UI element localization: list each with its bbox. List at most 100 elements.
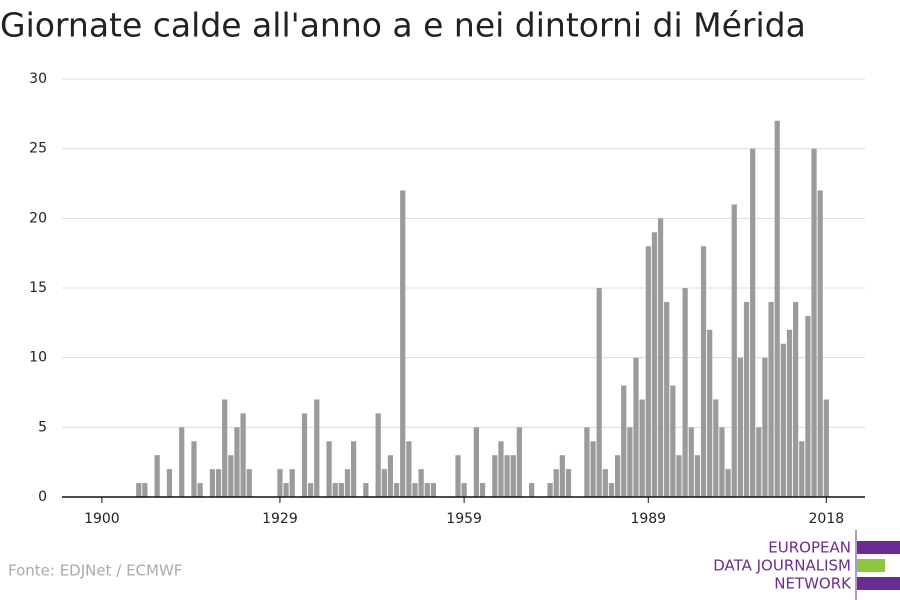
bar: [234, 427, 240, 497]
x-tick-label: 1959: [446, 511, 482, 527]
bar: [688, 427, 694, 497]
bar: [424, 483, 430, 497]
chart-title: Giornate calde all'anno a e nei dintorni…: [0, 6, 806, 45]
bar: [406, 441, 412, 497]
bar: [209, 469, 216, 497]
bar: [633, 357, 639, 497]
bar: [387, 455, 394, 497]
bar: [529, 483, 535, 497]
bar: [762, 357, 768, 497]
bar: [786, 329, 793, 497]
bar: [780, 343, 786, 497]
bar: [375, 413, 381, 497]
bar: [418, 469, 424, 497]
bar: [400, 190, 406, 497]
bar: [676, 455, 682, 497]
source: Fonte: EDJNet / ECMWF: [8, 562, 182, 580]
bar: [639, 399, 645, 497]
bar: [823, 399, 829, 497]
bar: [498, 441, 504, 497]
bar: [590, 441, 596, 497]
bar: [602, 469, 608, 497]
y-tick-label: 15: [29, 280, 47, 296]
bar: [326, 441, 332, 497]
bar: [627, 427, 633, 497]
bar: [228, 455, 234, 497]
bar: [510, 455, 516, 497]
bar: [694, 455, 701, 497]
bar: [289, 469, 295, 497]
bar: [338, 483, 344, 497]
y-tick-label: 10: [29, 350, 47, 366]
bar: [308, 483, 314, 497]
bar: [743, 301, 750, 497]
bar: [412, 483, 418, 497]
bar: [516, 427, 522, 497]
bar: [393, 483, 400, 497]
bar: [301, 413, 308, 497]
bar: [344, 469, 351, 497]
bar: [142, 483, 148, 497]
bar: [504, 455, 510, 497]
bar: [430, 483, 437, 497]
bar: [215, 469, 222, 497]
x-tick-label: 1900: [84, 511, 120, 527]
bar: [608, 483, 615, 497]
y-tick-label: 30: [29, 71, 47, 87]
bar: [246, 469, 252, 497]
y-tick-label: 20: [29, 210, 47, 226]
x-tick-label: 1929: [262, 511, 298, 527]
bar: [682, 288, 688, 497]
bar: [166, 469, 173, 497]
bar: [768, 301, 774, 497]
bar: [799, 441, 805, 497]
logo-bar: [857, 541, 900, 554]
bar: [492, 455, 498, 497]
bar: [750, 148, 756, 497]
bar: [805, 315, 811, 497]
x-tick-label: 1989: [630, 511, 666, 527]
bar: [565, 469, 572, 497]
bar: [645, 246, 651, 497]
logo-bar: [857, 577, 900, 590]
logo-bar: [857, 559, 885, 572]
bar: [381, 469, 387, 497]
bar: [817, 190, 823, 497]
bar: [191, 441, 197, 497]
bar: [547, 483, 553, 497]
bar: [363, 483, 369, 497]
bar: [553, 469, 559, 497]
bar: [332, 483, 338, 497]
bar: [657, 218, 664, 498]
bar: [731, 204, 737, 497]
bar: [670, 385, 676, 497]
logo-text: DATA JOURNALISM: [713, 557, 851, 575]
x-tick-label: 2018: [809, 511, 845, 527]
bar: [811, 148, 817, 497]
bar: [725, 469, 731, 497]
bar: [240, 413, 246, 497]
bar: [455, 455, 461, 497]
bar: [314, 399, 320, 497]
bar: [559, 455, 565, 497]
y-tick-label: 0: [38, 489, 47, 505]
bar: [737, 357, 743, 497]
bar: [222, 399, 228, 497]
bar: [651, 232, 658, 497]
bar: [614, 455, 621, 497]
bar: [473, 427, 480, 497]
bar: [479, 483, 486, 497]
bar: [774, 120, 780, 498]
y-tick-label: 25: [29, 141, 47, 157]
bar: [707, 329, 713, 497]
bar: [584, 427, 590, 497]
bar: [621, 385, 627, 497]
bar: [664, 301, 670, 497]
bar: [136, 483, 142, 497]
bar: [756, 427, 762, 497]
bar: [700, 246, 707, 497]
bar: [351, 441, 357, 497]
bar: [461, 483, 467, 497]
bar: [197, 483, 203, 497]
